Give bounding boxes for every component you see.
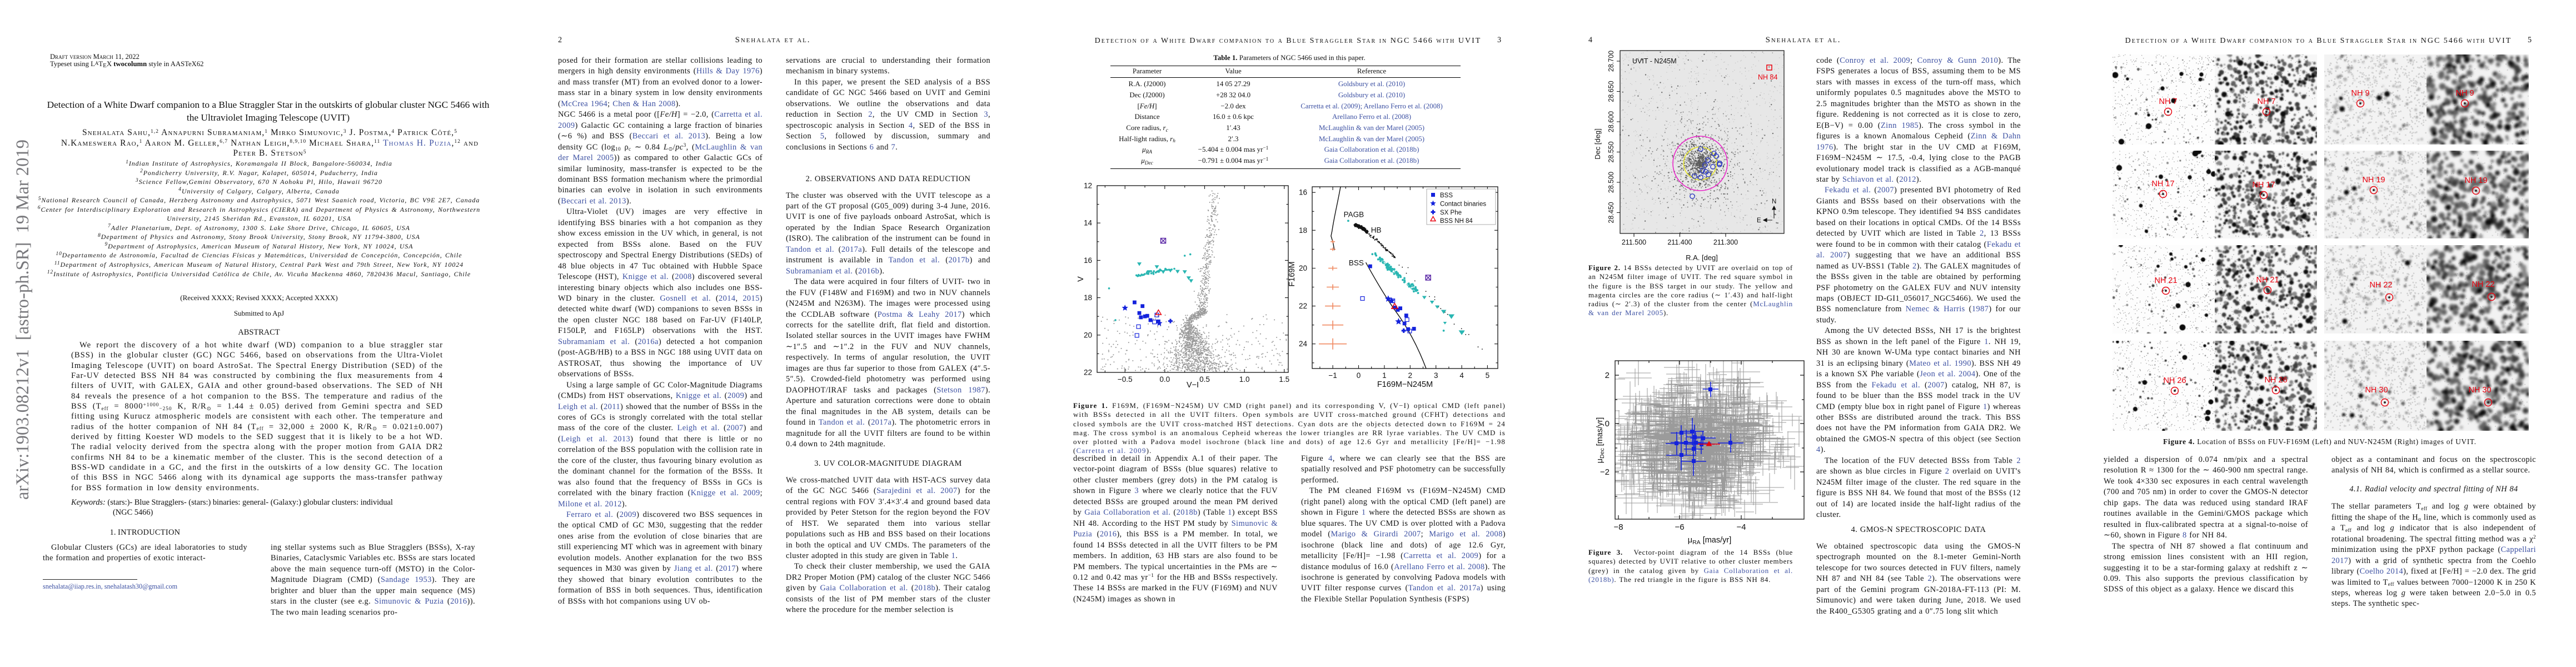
svg-text:NH 26: NH 26 [2264, 376, 2287, 385]
svg-text:NH 30: NH 30 [2468, 386, 2491, 395]
svg-text:BSS NH 84: BSS NH 84 [1440, 218, 1473, 225]
svg-text:V: V [1077, 276, 1085, 282]
svg-text:−1: −1 [1328, 371, 1337, 380]
svg-text:211.300: 211.300 [1713, 238, 1738, 246]
svg-text:NH 9: NH 9 [2351, 89, 2369, 98]
svg-text:NH 19: NH 19 [2464, 176, 2487, 185]
svg-text:F169M: F169M [1288, 261, 1297, 286]
svg-text:UVIT - N245M: UVIT - N245M [1632, 57, 1677, 65]
svg-text:NH 9: NH 9 [2455, 89, 2474, 98]
svg-text:0.0: 0.0 [1159, 375, 1170, 384]
svg-text:18: 18 [1299, 226, 1307, 235]
svg-text:22: 22 [1299, 302, 1307, 310]
svg-text:2: 2 [1408, 371, 1413, 380]
svg-text:NH 7: NH 7 [2159, 97, 2177, 106]
svg-text:N: N [1772, 198, 1776, 205]
svg-text:BSS: BSS [1349, 258, 1364, 267]
svg-text:V−I: V−I [1187, 381, 1199, 390]
svg-text:NH 22: NH 22 [2369, 281, 2392, 290]
svg-text:NH 17: NH 17 [2151, 180, 2174, 188]
svg-text:22: 22 [1084, 369, 1092, 377]
svg-text:NH 30: NH 30 [2365, 386, 2388, 395]
svg-text:1.5: 1.5 [1279, 375, 1289, 384]
svg-text:16: 16 [1084, 256, 1092, 265]
svg-text:PAGB: PAGB [1344, 211, 1364, 219]
svg-text:−6: −6 [1675, 522, 1684, 532]
svg-text:20: 20 [1084, 331, 1092, 339]
svg-text:μDec [mas/yr]: μDec [mas/yr] [1596, 417, 1606, 464]
svg-text:28.650: 28.650 [1607, 81, 1615, 102]
svg-text:0.5: 0.5 [1199, 375, 1210, 384]
svg-text:16: 16 [1299, 188, 1307, 197]
svg-text:F169M−N245M: F169M−N245M [1377, 380, 1433, 389]
svg-text:NH 17: NH 17 [2252, 181, 2275, 190]
svg-text:HB: HB [1371, 226, 1382, 234]
svg-text:NH 22: NH 22 [2472, 280, 2494, 289]
svg-text:BSS: BSS [1440, 192, 1453, 199]
svg-text:NH 26: NH 26 [2163, 376, 2186, 385]
svg-text:0: 0 [1357, 371, 1361, 380]
svg-text:211.400: 211.400 [1667, 238, 1692, 246]
svg-text:2: 2 [1605, 371, 1610, 380]
svg-text:12: 12 [1084, 182, 1092, 190]
svg-text:28.550: 28.550 [1607, 141, 1615, 162]
svg-text:NH 21: NH 21 [2154, 276, 2177, 285]
svg-text:28.500: 28.500 [1607, 172, 1615, 193]
svg-text:−4: −4 [1736, 522, 1746, 532]
svg-text:211.500: 211.500 [1622, 238, 1646, 246]
svg-text:20: 20 [1299, 264, 1307, 272]
svg-text:−0.5: −0.5 [1118, 375, 1133, 384]
svg-text:24: 24 [1299, 340, 1308, 348]
svg-text:NH 19: NH 19 [2362, 176, 2385, 185]
svg-text:18: 18 [1084, 293, 1092, 302]
svg-text:1.0: 1.0 [1239, 375, 1250, 384]
svg-text:Contact binaries: Contact binaries [1440, 201, 1486, 208]
svg-text:5: 5 [1486, 371, 1490, 380]
svg-text:0: 0 [1605, 419, 1610, 429]
svg-text:μRA [mas/yr]: μRA [mas/yr] [1688, 536, 1732, 546]
svg-text:4: 4 [1459, 371, 1464, 380]
svg-text:1: 1 [1382, 371, 1387, 380]
svg-text:NH 21: NH 21 [2256, 276, 2279, 285]
svg-text:−8: −8 [1613, 522, 1623, 532]
svg-text:NH 84: NH 84 [1758, 73, 1777, 81]
svg-text:Dec [deg]: Dec [deg] [1593, 128, 1602, 160]
svg-text:−2: −2 [1600, 467, 1610, 477]
svg-text:R.A. [deg]: R.A. [deg] [1686, 253, 1718, 262]
svg-text:SX Phe: SX Phe [1440, 210, 1462, 216]
svg-text:14: 14 [1084, 219, 1093, 227]
svg-text:3: 3 [1434, 371, 1438, 380]
svg-text:28.700: 28.700 [1607, 51, 1615, 72]
svg-text:E: E [1757, 217, 1761, 224]
svg-text:28.450: 28.450 [1607, 202, 1615, 223]
svg-text:28.600: 28.600 [1607, 111, 1615, 132]
svg-text:NH 7: NH 7 [2257, 97, 2275, 106]
